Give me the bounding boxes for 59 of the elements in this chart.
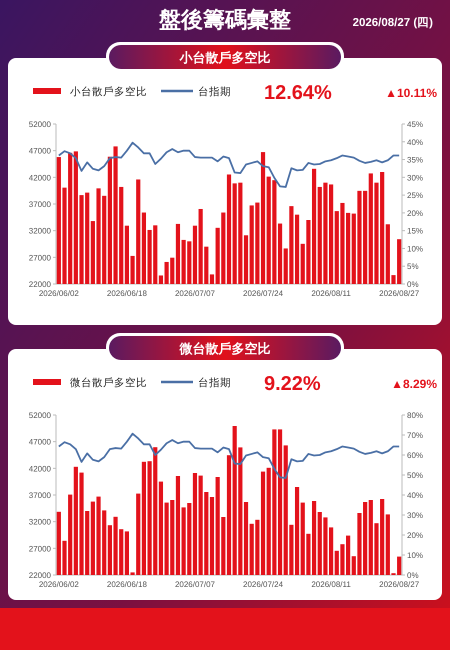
legend-label: 台指期 <box>198 85 231 98</box>
text: 9.22% <box>264 373 321 395</box>
x-tick-label: 2026/08/27 <box>379 289 420 298</box>
y2-tick-label: 80% <box>407 411 424 420</box>
y-tick-label: 27000 <box>28 544 52 554</box>
x-tick-label: 2026/06/02 <box>38 580 80 589</box>
y-tick-label: 32000 <box>28 518 52 527</box>
x-tick-label: 2026/07/24 <box>243 580 284 589</box>
text: 2026/08/27 (四) <box>352 16 434 29</box>
y2-tick-label: 20% <box>407 208 424 218</box>
y-tick-label: 27000 <box>28 253 52 262</box>
y-tick-label: 32000 <box>28 226 52 236</box>
y2-tick-label: 45% <box>407 120 424 129</box>
text: ▲10.11% <box>385 86 438 100</box>
y2-tick-label: 30% <box>407 173 424 182</box>
y2-tick-label: 0% <box>407 571 419 580</box>
text: 12.64% <box>264 82 332 104</box>
text: ▲8.29% <box>391 377 438 391</box>
legend-label: 微台散戶多空比 <box>70 376 147 389</box>
text: 盤後籌碼彙整 <box>158 7 291 32</box>
y-tick-label: 42000 <box>28 173 52 182</box>
y-tick-label: 42000 <box>28 464 52 474</box>
y2-tick-label: 10% <box>407 551 424 560</box>
line-series <box>58 432 400 479</box>
y2-tick-label: 35% <box>407 156 424 165</box>
line-series <box>58 142 400 188</box>
y2-tick-label: 20% <box>407 531 424 540</box>
y-tick-label: 22000 <box>28 280 52 289</box>
y2-tick-label: 40% <box>407 491 424 500</box>
y2-tick-label: 15% <box>407 226 424 236</box>
chart-title: 小台散戶多空比 <box>178 50 270 65</box>
y2-tick-label: 0% <box>407 280 419 289</box>
y-tick-label: 22000 <box>28 571 52 580</box>
y2-tick-label: 60% <box>407 451 424 460</box>
y-tick-label: 52000 <box>28 411 52 420</box>
y2-tick-label: 40% <box>407 138 424 147</box>
y-tick-label: 52000 <box>28 120 52 129</box>
legend-label: 台指期 <box>198 376 231 389</box>
y-tick-label: 47000 <box>28 146 52 156</box>
x-tick-label: 2026/06/18 <box>106 580 148 589</box>
y2-tick-label: 70% <box>407 431 424 440</box>
y2-tick-label: 50% <box>407 471 424 480</box>
y2-tick-label: 30% <box>407 511 424 520</box>
y2-tick-label: 10% <box>407 244 424 254</box>
x-tick-label: 2026/07/07 <box>174 289 216 298</box>
y-tick-label: 37000 <box>28 200 52 209</box>
x-tick-label: 2026/08/27 <box>379 580 420 589</box>
y2-tick-label: 25% <box>407 191 424 200</box>
x-tick-label: 2026/06/18 <box>106 289 148 298</box>
x-tick-label: 2026/08/11 <box>311 289 352 298</box>
legend-label: 小台散戶多空比 <box>70 85 147 98</box>
y2-tick-label: 5% <box>407 262 419 272</box>
y-tick-label: 47000 <box>28 438 52 447</box>
x-tick-label: 2026/07/07 <box>174 580 216 589</box>
x-tick-label: 2026/07/24 <box>243 289 284 298</box>
x-tick-label: 2026/06/02 <box>38 289 80 298</box>
y-tick-label: 37000 <box>28 491 52 500</box>
x-tick-label: 2026/08/11 <box>311 580 352 589</box>
chart-title: 微台散戶多空比 <box>178 341 270 356</box>
